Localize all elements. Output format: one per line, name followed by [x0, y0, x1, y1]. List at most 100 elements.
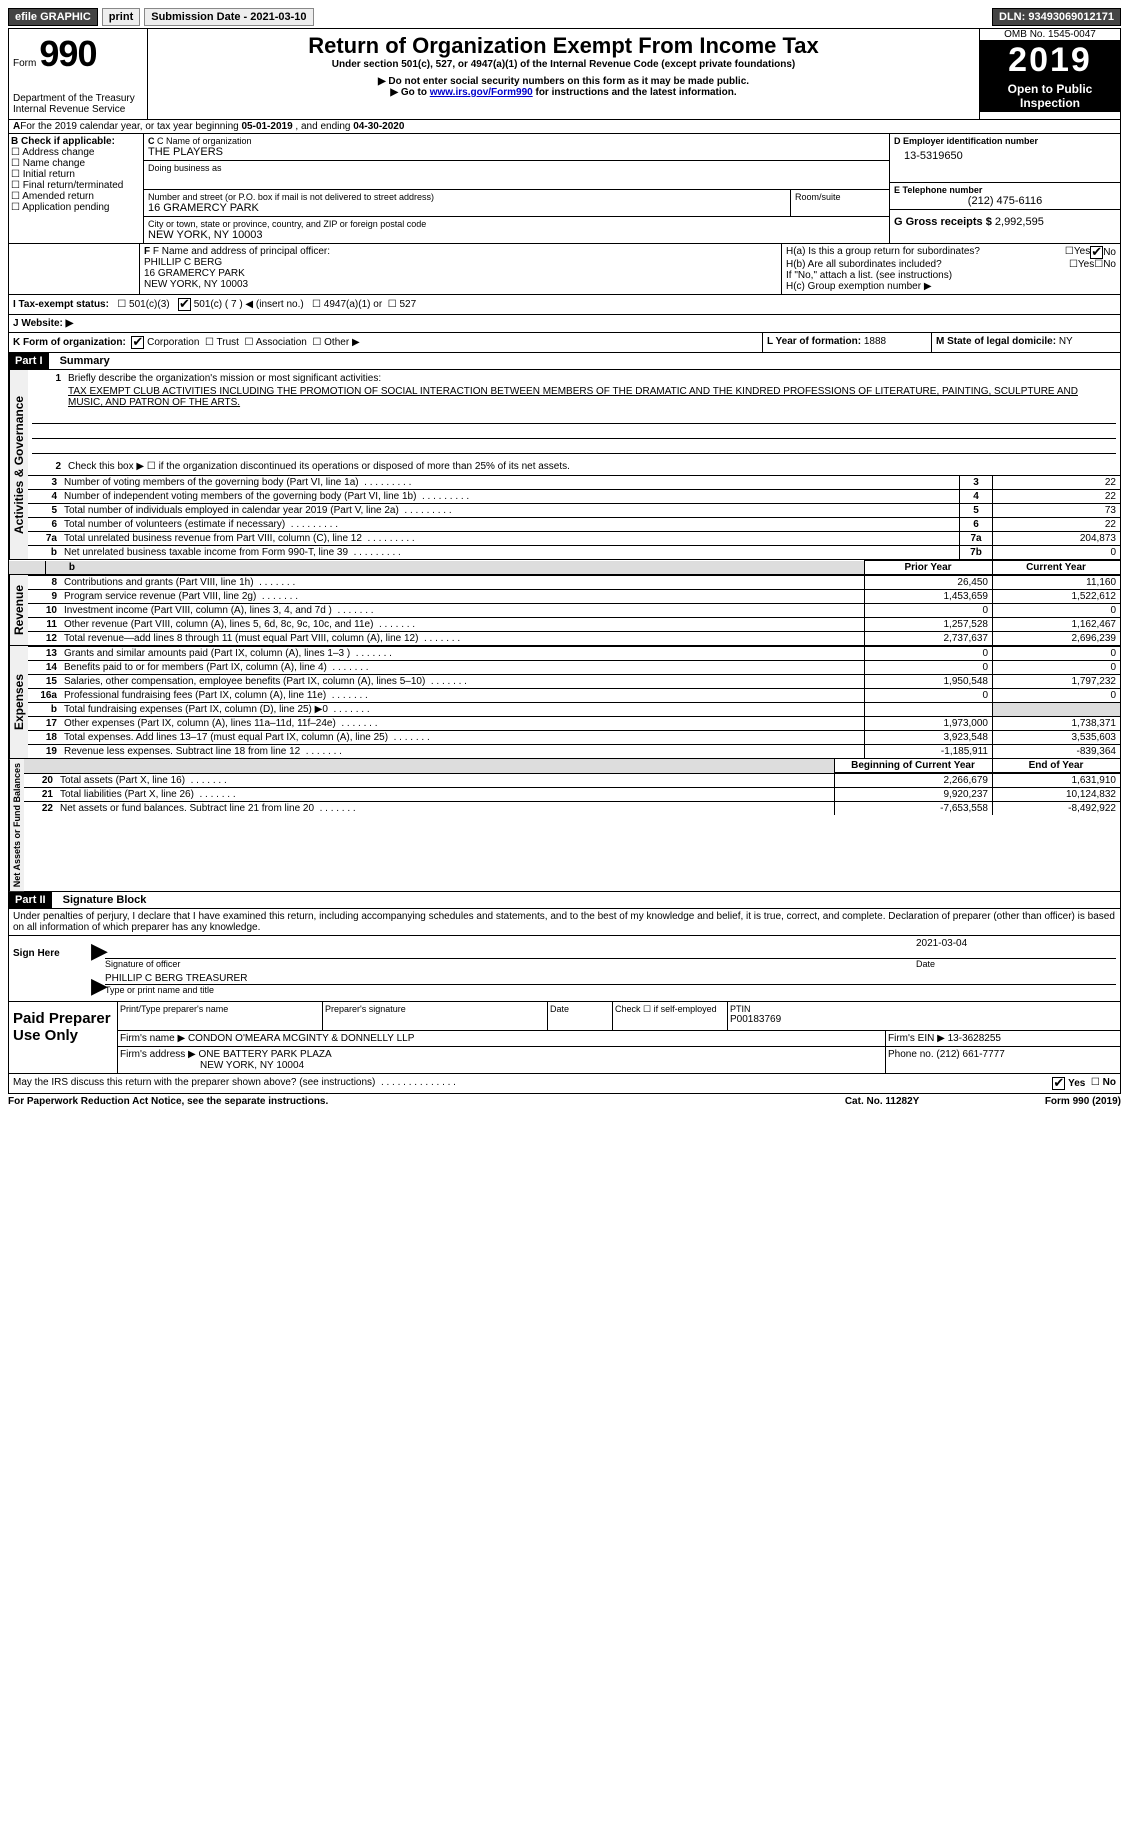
note-goto-pre: ▶ Go to: [390, 87, 429, 98]
preparer-phone-label: Phone no.: [888, 1049, 934, 1060]
check-application-pending[interactable]: ☐ Application pending: [11, 202, 141, 213]
current-value: 11,160: [993, 576, 1121, 590]
check-amended-return[interactable]: ☐ Amended return: [11, 191, 141, 202]
ha-yes-check[interactable]: ☐Yes: [1065, 246, 1090, 259]
line-box: 3: [960, 476, 993, 490]
open-public-label: Open to Public Inspection: [980, 80, 1120, 112]
line-num: 6: [28, 518, 61, 532]
year-formation-value: 1888: [864, 336, 886, 347]
check-final-return[interactable]: ☐ Final return/terminated: [11, 180, 141, 191]
check-501c[interactable]: 501(c) ( 7 ) ◀ (insert no.): [178, 299, 304, 310]
tax-year: 2019: [980, 41, 1120, 80]
current-value: 1,738,371: [993, 717, 1121, 731]
line-text: Net assets or fund balances. Subtract li…: [57, 802, 835, 816]
domicile-value: NY: [1059, 336, 1073, 347]
line-value: 204,873: [993, 532, 1121, 546]
firm-addr2: NEW YORK, NY 10004: [120, 1060, 883, 1071]
vlabel-net: Net Assets or Fund Balances: [9, 759, 24, 891]
firm-name: CONDON O'MEARA MCGINTY & DONNELLY LLP: [188, 1033, 414, 1044]
org-name: THE PLAYERS: [148, 146, 885, 158]
form-subtitle: Under section 501(c), 527, or 4947(a)(1)…: [152, 59, 975, 70]
ha-no-check[interactable]: No: [1090, 246, 1116, 259]
line-text: Total number of volunteers (estimate if …: [61, 518, 960, 532]
part2-badge: Part II: [9, 892, 52, 908]
print-button[interactable]: print: [102, 8, 140, 26]
line-text: Total liabilities (Part X, line 26) . . …: [57, 788, 835, 802]
efile-button[interactable]: efile GRAPHIC: [8, 8, 98, 26]
ha-label: H(a) Is this a group return for subordin…: [786, 246, 1065, 259]
line-value: 22: [993, 490, 1121, 504]
dept-label: Department of the Treasury Internal Reve…: [13, 93, 143, 115]
org-name-label: C Name of organization: [157, 136, 252, 146]
omb-label: OMB No. 1545-0047: [980, 29, 1120, 41]
firm-name-label: Firm's name ▶: [120, 1033, 185, 1044]
submission-date-label: Submission Date - 2021-03-10: [144, 8, 313, 26]
line-num: 20: [24, 774, 57, 788]
prior-value: 1,453,659: [865, 590, 993, 604]
discuss-yes-check[interactable]: Yes: [1052, 1077, 1085, 1090]
line-num: 19: [28, 745, 61, 759]
line-value: 22: [993, 476, 1121, 490]
room-label: Room/suite: [795, 192, 885, 202]
part2-header: Part II Signature Block: [9, 892, 1120, 909]
line-num: 21: [24, 788, 57, 802]
check-corporation[interactable]: Corporation: [131, 337, 199, 348]
prior-value: 0: [865, 661, 993, 675]
discuss-no-check[interactable]: ☐ No: [1091, 1077, 1116, 1090]
gross-receipts-label: G Gross receipts $: [894, 216, 992, 228]
tax-exempt-line: I Tax-exempt status: ☐ 501(c)(3) 501(c) …: [9, 295, 1120, 315]
paid-preparer-label: Paid Preparer Use Only: [9, 1002, 117, 1073]
line-text: Contributions and grants (Part VIII, lin…: [61, 576, 865, 590]
check-other[interactable]: ☐ Other ▶: [312, 337, 359, 348]
line-text: Total assets (Part X, line 16) . . . . .…: [57, 774, 835, 788]
check-association[interactable]: ☐ Association: [245, 337, 307, 348]
check-address-change[interactable]: ☐ Address change: [11, 147, 141, 158]
vlabel-expenses: Expenses: [9, 646, 28, 758]
check-trust[interactable]: ☐ Trust: [205, 337, 239, 348]
line-text: Program service revenue (Part VIII, line…: [61, 590, 865, 604]
check-501c3[interactable]: ☐ 501(c)(3): [117, 299, 169, 310]
ptin-label: PTIN: [730, 1004, 1118, 1014]
period-line: AFor the 2019 calendar year, or tax year…: [9, 120, 1120, 134]
cell-shaded: [865, 703, 993, 717]
line-text: Total unrelated business revenue from Pa…: [61, 532, 960, 546]
period-mid: , and ending: [295, 121, 353, 132]
line-num: 3: [28, 476, 61, 490]
officer-city: NEW YORK, NY 10003: [144, 279, 777, 290]
check-4947[interactable]: ☐ 4947(a)(1) or: [312, 299, 382, 310]
line-text: Investment income (Part VIII, column (A)…: [61, 604, 865, 618]
year-formation-label: L Year of formation:: [767, 336, 864, 347]
check-initial-return[interactable]: ☐ Initial return: [11, 169, 141, 180]
line-text: Salaries, other compensation, employee b…: [61, 675, 865, 689]
current-value: 1,162,467: [993, 618, 1121, 632]
cell-shaded: [993, 703, 1121, 717]
line-box: 7b: [960, 546, 993, 560]
part1-title: Summary: [52, 355, 110, 367]
pt-selfemployed-check[interactable]: Check ☐ if self-employed: [613, 1002, 728, 1030]
city-label: City or town, state or province, country…: [148, 219, 885, 229]
street-label: Number and street (or P.O. box if mail i…: [148, 192, 786, 202]
form-org-label: K Form of organization:: [13, 337, 126, 348]
domicile-label: M State of legal domicile:: [936, 336, 1059, 347]
ein-value: 13-5319650: [894, 146, 1116, 162]
line-num: b: [28, 703, 61, 717]
line-value: 73: [993, 504, 1121, 518]
hb-no-check[interactable]: ☐No: [1094, 259, 1116, 270]
check-527[interactable]: ☐ 527: [388, 299, 416, 310]
current-value: 0: [993, 604, 1121, 618]
line-text: Other expenses (Part IX, column (A), lin…: [61, 717, 865, 731]
hb-yes-check[interactable]: ☐Yes: [1069, 259, 1094, 270]
line-num: 9: [28, 590, 61, 604]
check-name-change[interactable]: ☐ Name change: [11, 158, 141, 169]
form-footer: Form 990 (2019): [1045, 1096, 1121, 1107]
instructions-link[interactable]: www.irs.gov/Form990: [430, 87, 533, 98]
line-value: 22: [993, 518, 1121, 532]
paid-preparer-block: Paid Preparer Use Only Print/Type prepar…: [9, 1002, 1120, 1074]
hb-note: If "No," attach a list. (see instruction…: [786, 270, 1116, 281]
line-box: 5: [960, 504, 993, 518]
officer-printed-name: PHILLIP C BERG TREASURER: [105, 973, 1116, 985]
prior-value: 2,266,679: [835, 774, 993, 788]
line-num: 22: [24, 802, 57, 816]
part1-header: Part I Summary: [9, 353, 1120, 370]
firm-addr1: ONE BATTERY PARK PLAZA: [199, 1049, 332, 1060]
